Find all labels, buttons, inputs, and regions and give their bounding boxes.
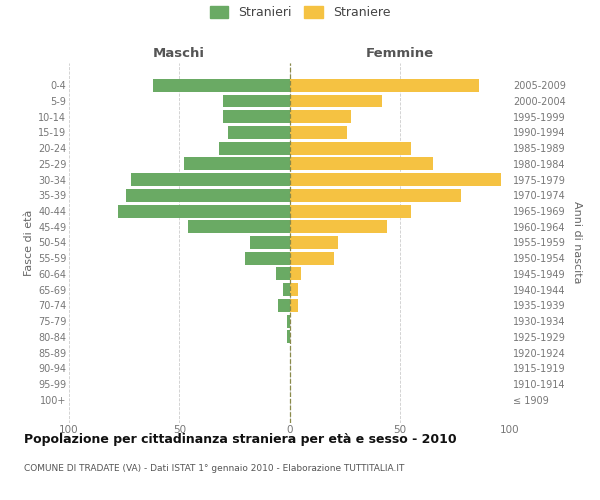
Bar <box>223 94 290 108</box>
Bar <box>245 252 290 264</box>
Bar <box>290 79 479 92</box>
Bar <box>184 158 290 170</box>
Bar <box>131 173 290 186</box>
Text: Popolazione per cittadinanza straniera per età e sesso - 2010: Popolazione per cittadinanza straniera p… <box>24 432 457 446</box>
Bar <box>278 299 290 312</box>
Bar <box>287 314 290 328</box>
Bar <box>290 204 411 218</box>
Bar <box>290 142 411 154</box>
Bar <box>290 236 338 249</box>
Legend: Stranieri, Straniere: Stranieri, Straniere <box>209 6 391 19</box>
Bar <box>250 236 290 249</box>
Bar <box>290 299 298 312</box>
Bar <box>219 142 290 154</box>
Bar <box>188 220 290 233</box>
Bar <box>290 94 382 108</box>
Y-axis label: Fasce di età: Fasce di età <box>23 210 34 276</box>
Bar <box>223 110 290 123</box>
Bar <box>118 204 290 218</box>
Bar <box>290 110 351 123</box>
Bar <box>290 126 347 139</box>
Bar <box>290 220 386 233</box>
Bar <box>290 268 301 280</box>
Text: Femmine: Femmine <box>365 47 434 60</box>
Bar <box>127 189 290 202</box>
Bar <box>290 189 461 202</box>
Bar <box>290 158 433 170</box>
Bar <box>276 268 290 280</box>
Bar <box>290 173 501 186</box>
Bar <box>287 330 290 344</box>
Text: COMUNE DI TRADATE (VA) - Dati ISTAT 1° gennaio 2010 - Elaborazione TUTTITALIA.IT: COMUNE DI TRADATE (VA) - Dati ISTAT 1° g… <box>24 464 404 473</box>
Bar <box>283 283 290 296</box>
Bar <box>290 283 298 296</box>
Text: Maschi: Maschi <box>153 47 205 60</box>
Y-axis label: Anni di nascita: Anni di nascita <box>572 201 583 284</box>
Bar <box>290 252 334 264</box>
Bar <box>153 79 290 92</box>
Bar <box>228 126 290 139</box>
